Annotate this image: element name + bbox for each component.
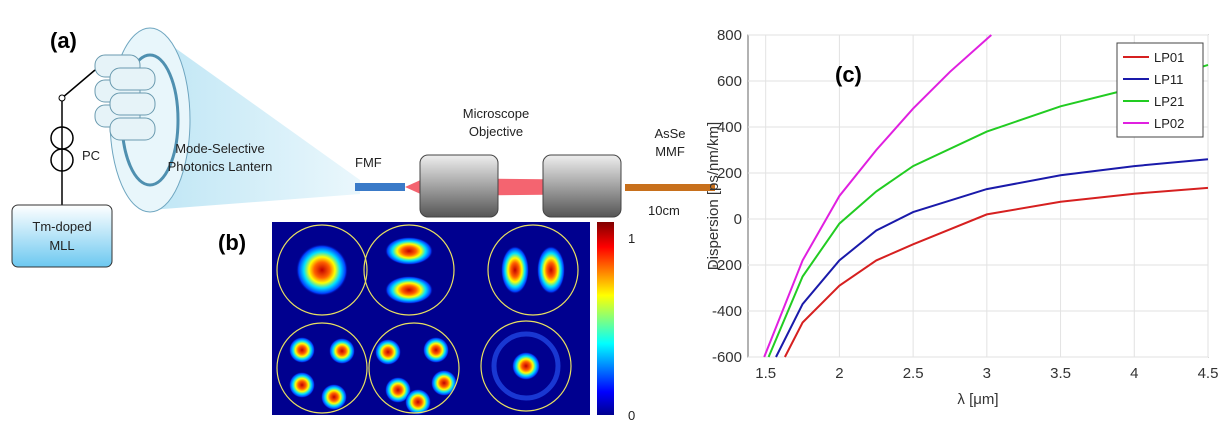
x-tick-label: 2 — [835, 365, 843, 382]
y-tick-label: 600 — [717, 73, 742, 90]
y-tick-label: -200 — [712, 257, 742, 274]
x-tick-label: 1.5 — [755, 365, 776, 382]
objective-lens — [543, 155, 621, 217]
y-tick-label: 0 — [734, 211, 742, 228]
legend-label: LP11 — [1154, 72, 1183, 87]
switch-line — [62, 70, 95, 205]
legend-label: LP01 — [1154, 50, 1184, 65]
objective-label: Objective — [469, 124, 523, 139]
y-axis-label: Dispersion [ps/nm/km] — [705, 122, 722, 270]
y-tick-label: 800 — [717, 27, 742, 44]
mmf-fiber — [625, 184, 715, 191]
panel-label: (a) — [50, 28, 77, 53]
panel-label: (b) — [218, 230, 246, 255]
objective-lens — [420, 155, 498, 217]
y-tick-label: -400 — [712, 303, 742, 320]
x-axis-label: λ [μm] — [957, 391, 998, 408]
lantern-label: Mode-Selective — [175, 141, 265, 156]
mmf-label: AsSe — [654, 126, 685, 141]
colorbar-max: 1 — [628, 231, 635, 246]
legend-label: LP02 — [1154, 116, 1184, 131]
x-tick-label: 3 — [983, 365, 991, 382]
length-label: 10cm — [648, 203, 680, 218]
fiber-bundle — [95, 55, 155, 140]
y-tick-label: -600 — [712, 349, 742, 366]
x-tick-label: 4.5 — [1198, 365, 1219, 382]
fmf-label: FMF — [355, 155, 382, 170]
laser-label: Tm-doped — [32, 219, 91, 234]
figure: (a) FMF Microscope Objective AsSe MMF 10… — [0, 0, 1225, 424]
y-tick-label: 200 — [717, 165, 742, 182]
laser-label: MLL — [49, 238, 74, 253]
x-tick-label: 4 — [1130, 365, 1138, 382]
x-tick-label: 3.5 — [1050, 365, 1071, 382]
switch-node — [59, 95, 65, 101]
panel-label: (c) — [835, 62, 862, 87]
laser-box — [12, 205, 112, 267]
legend-label: LP21 — [1154, 94, 1184, 109]
mmf-label: MMF — [655, 144, 685, 159]
y-tick-label: 400 — [717, 119, 742, 136]
objective-label: Microscope — [463, 106, 529, 121]
fmf-fiber — [355, 183, 405, 191]
panel-b: (b) 1 0 — [218, 222, 635, 423]
colorbar — [597, 222, 614, 415]
pc-label: PC — [82, 148, 100, 163]
lantern-label: Photonics Lantern — [168, 159, 273, 174]
x-tick-label: 2.5 — [903, 365, 924, 382]
chart: (c) λ [μm] Dispersion [ps/nm/km] -600 -40… — [705, 27, 1218, 408]
colorbar-min: 0 — [628, 408, 635, 423]
